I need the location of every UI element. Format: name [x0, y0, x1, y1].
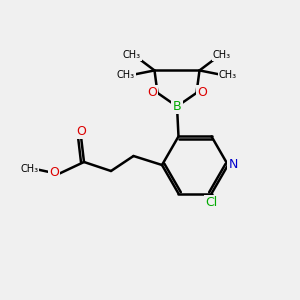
Text: CH₃: CH₃ — [219, 70, 237, 80]
Text: Cl: Cl — [206, 196, 218, 209]
Text: O: O — [147, 86, 157, 99]
Text: B: B — [173, 100, 181, 113]
Text: CH₃: CH₃ — [123, 50, 141, 60]
Text: CH₃: CH₃ — [117, 70, 135, 80]
Text: N: N — [229, 158, 238, 172]
Text: CH₃: CH₃ — [20, 164, 38, 175]
Text: O: O — [197, 86, 207, 99]
Text: CH₃: CH₃ — [213, 50, 231, 60]
Text: O: O — [49, 166, 59, 179]
Text: O: O — [76, 124, 86, 138]
